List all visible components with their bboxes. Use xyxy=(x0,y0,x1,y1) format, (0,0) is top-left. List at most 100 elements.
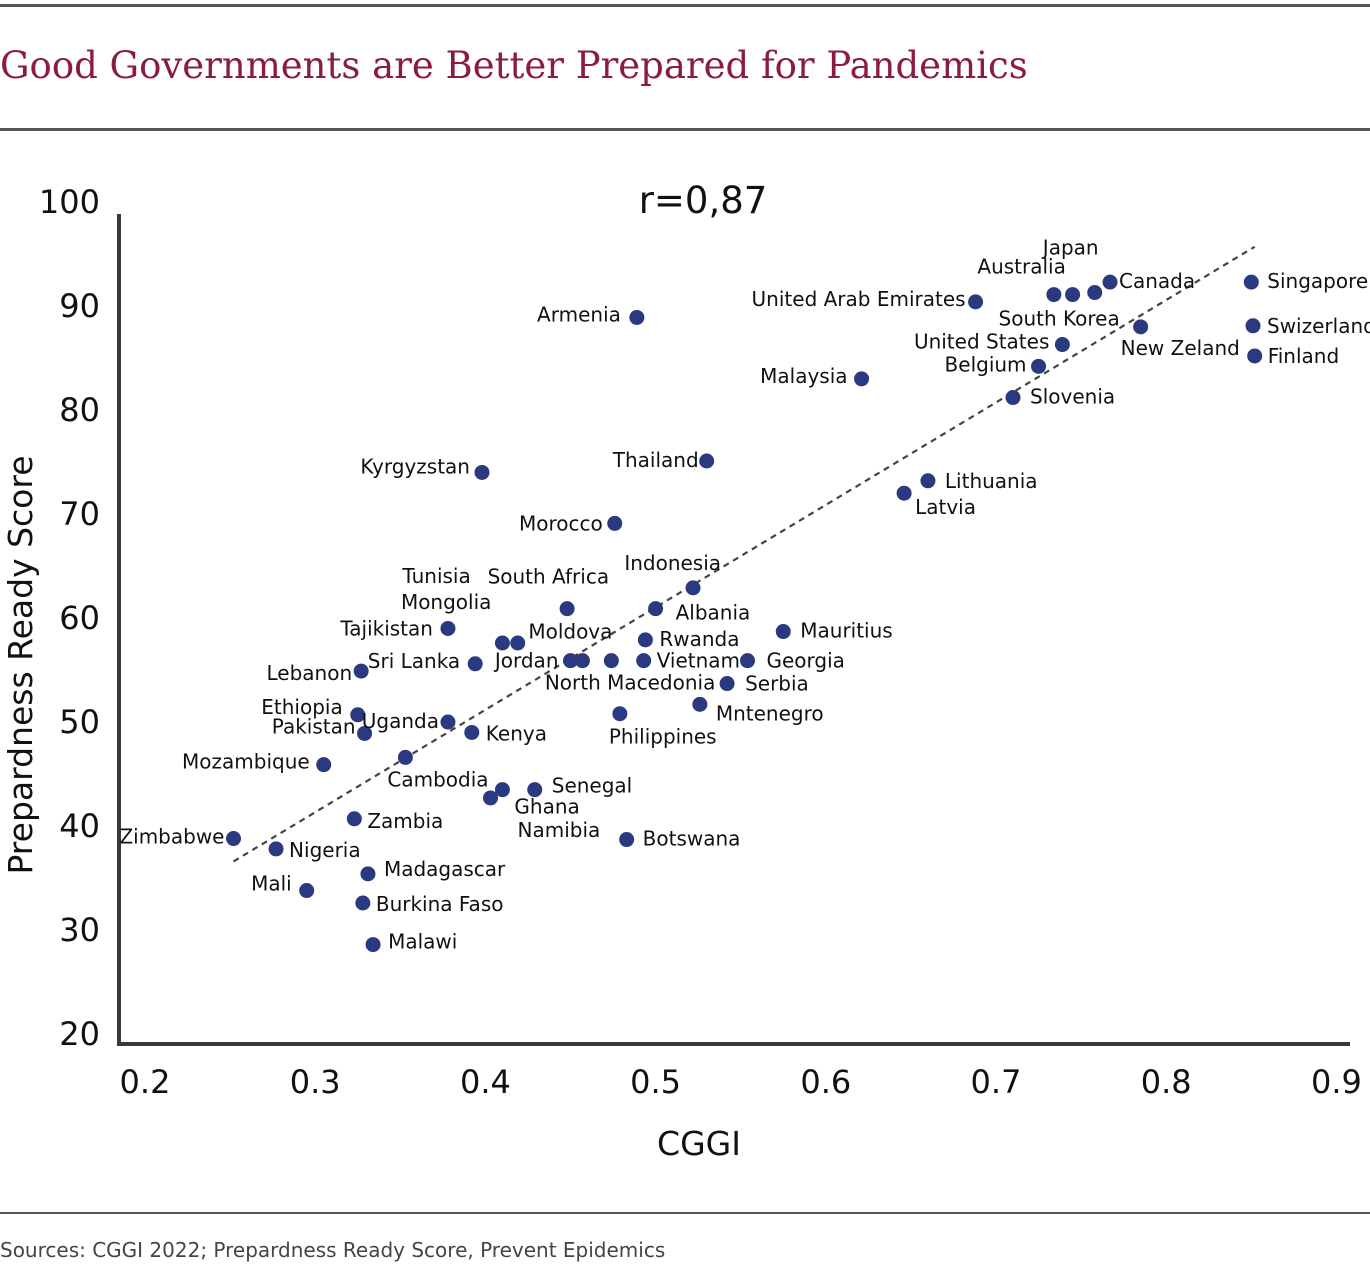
point-label: Mntenegro xyxy=(716,701,824,725)
y-tick-label: 50 xyxy=(59,703,100,741)
point-label: Pakistan xyxy=(272,714,356,738)
point-label: Cambodia xyxy=(387,767,488,791)
point-label: Albania xyxy=(676,601,751,625)
point-label: Mongolia xyxy=(401,590,491,614)
data-point xyxy=(607,515,623,531)
data-point xyxy=(612,706,628,722)
point-label: Zimbabwe xyxy=(119,825,224,849)
data-point xyxy=(1005,390,1021,406)
point-label: Jordan xyxy=(493,649,559,673)
y-tick-label: 60 xyxy=(59,599,100,637)
data-point xyxy=(920,473,936,489)
x-tick-label: 0.6 xyxy=(800,1063,851,1101)
title-rule xyxy=(0,128,1370,131)
point-label: Malawi xyxy=(388,930,457,954)
point-label: Indonesia xyxy=(624,551,721,575)
point-label: United States xyxy=(914,330,1049,354)
data-point xyxy=(316,757,332,773)
data-point xyxy=(1046,287,1062,303)
point-label: Armenia xyxy=(537,302,621,326)
point-label: Zambia xyxy=(367,809,443,833)
point-label: Namibia xyxy=(518,818,601,842)
data-point xyxy=(474,464,490,480)
data-point xyxy=(483,790,499,806)
data-point xyxy=(467,656,483,672)
data-point xyxy=(1087,285,1103,301)
data-point xyxy=(574,653,590,669)
data-point xyxy=(699,453,715,469)
data-point xyxy=(494,635,510,651)
point-label: Finland xyxy=(1268,344,1339,368)
point-label: South Korea xyxy=(999,307,1120,331)
data-point xyxy=(226,831,242,847)
point-label: Swizerland xyxy=(1267,314,1370,338)
point-label: United Arab Emirates xyxy=(752,287,966,311)
y-tick-label: 20 xyxy=(59,1015,100,1053)
point-label: Lithuania xyxy=(945,469,1038,493)
data-point xyxy=(775,624,791,640)
x-axis-label: CGGI xyxy=(657,1124,741,1163)
y-tick-label: 40 xyxy=(59,807,100,845)
point-label: Tajikistan xyxy=(339,616,433,640)
point-label: Ghana xyxy=(514,795,579,819)
data-point xyxy=(603,653,619,669)
data-point xyxy=(1243,274,1259,290)
data-point xyxy=(353,663,369,679)
x-tick-label: 0.9 xyxy=(1311,1063,1362,1101)
data-point xyxy=(1102,274,1118,290)
data-point xyxy=(685,580,701,596)
data-point xyxy=(559,601,575,617)
point-label: Japan xyxy=(1041,236,1099,260)
x-tick-label: 0.2 xyxy=(120,1063,171,1101)
data-point xyxy=(692,696,708,712)
x-tick-label: 0.7 xyxy=(971,1063,1022,1101)
data-point xyxy=(299,883,315,899)
point-label: Moldova xyxy=(528,620,612,644)
point-label: New Zeland xyxy=(1121,336,1240,360)
point-label: Belgium xyxy=(945,352,1027,376)
top-rule xyxy=(0,4,1370,7)
x-tick-label: 0.4 xyxy=(460,1063,511,1101)
point-label: Ethiopia xyxy=(261,695,342,719)
y-tick-label: 80 xyxy=(59,391,100,429)
data-point xyxy=(357,725,373,741)
point-label: Botswana xyxy=(643,827,741,851)
data-point xyxy=(637,632,653,648)
y-tick-label: 70 xyxy=(59,495,100,533)
source-note: Sources: CGGI 2022; Prepardness Ready Sc… xyxy=(0,1238,666,1262)
point-label: Singapore xyxy=(1267,269,1368,293)
y-tick-label: 30 xyxy=(59,911,100,949)
data-point xyxy=(464,724,480,740)
point-label: Mali xyxy=(251,872,292,896)
data-point xyxy=(1245,318,1261,334)
point-label: Thailand xyxy=(612,448,699,472)
point-label: Kenya xyxy=(486,721,547,745)
data-point xyxy=(719,676,735,692)
data-point xyxy=(397,749,413,765)
point-label: Kyrgyzstan xyxy=(360,454,470,478)
point-label: Mozambique xyxy=(182,750,310,774)
point-label: Serbia xyxy=(745,672,809,696)
correlation-annotation: r=0,87 xyxy=(639,179,768,222)
point-label: Madagascar xyxy=(384,857,506,881)
x-tick-label: 0.8 xyxy=(1141,1063,1192,1101)
data-point xyxy=(510,635,526,651)
data-point xyxy=(355,895,371,911)
data-point xyxy=(360,866,376,882)
y-axis-label: Prepardness Ready Score xyxy=(1,455,40,874)
data-point xyxy=(896,485,912,501)
data-points xyxy=(226,274,1263,953)
point-label: Malaysia xyxy=(760,364,847,388)
point-label: Rwanda xyxy=(659,627,739,651)
page-title: Good Governments are Better Prepared for… xyxy=(0,44,1028,87)
data-point xyxy=(1133,319,1149,335)
data-point xyxy=(350,707,366,723)
point-label: Philippines xyxy=(609,725,717,749)
point-label: Morocco xyxy=(519,511,603,535)
point-label: Canada xyxy=(1119,269,1195,293)
data-point xyxy=(1247,348,1263,364)
point-label: Slovenia xyxy=(1030,385,1115,409)
data-point xyxy=(1054,337,1070,353)
x-tick-label: 0.5 xyxy=(630,1063,681,1101)
point-label: Sri Lanka xyxy=(368,649,460,673)
